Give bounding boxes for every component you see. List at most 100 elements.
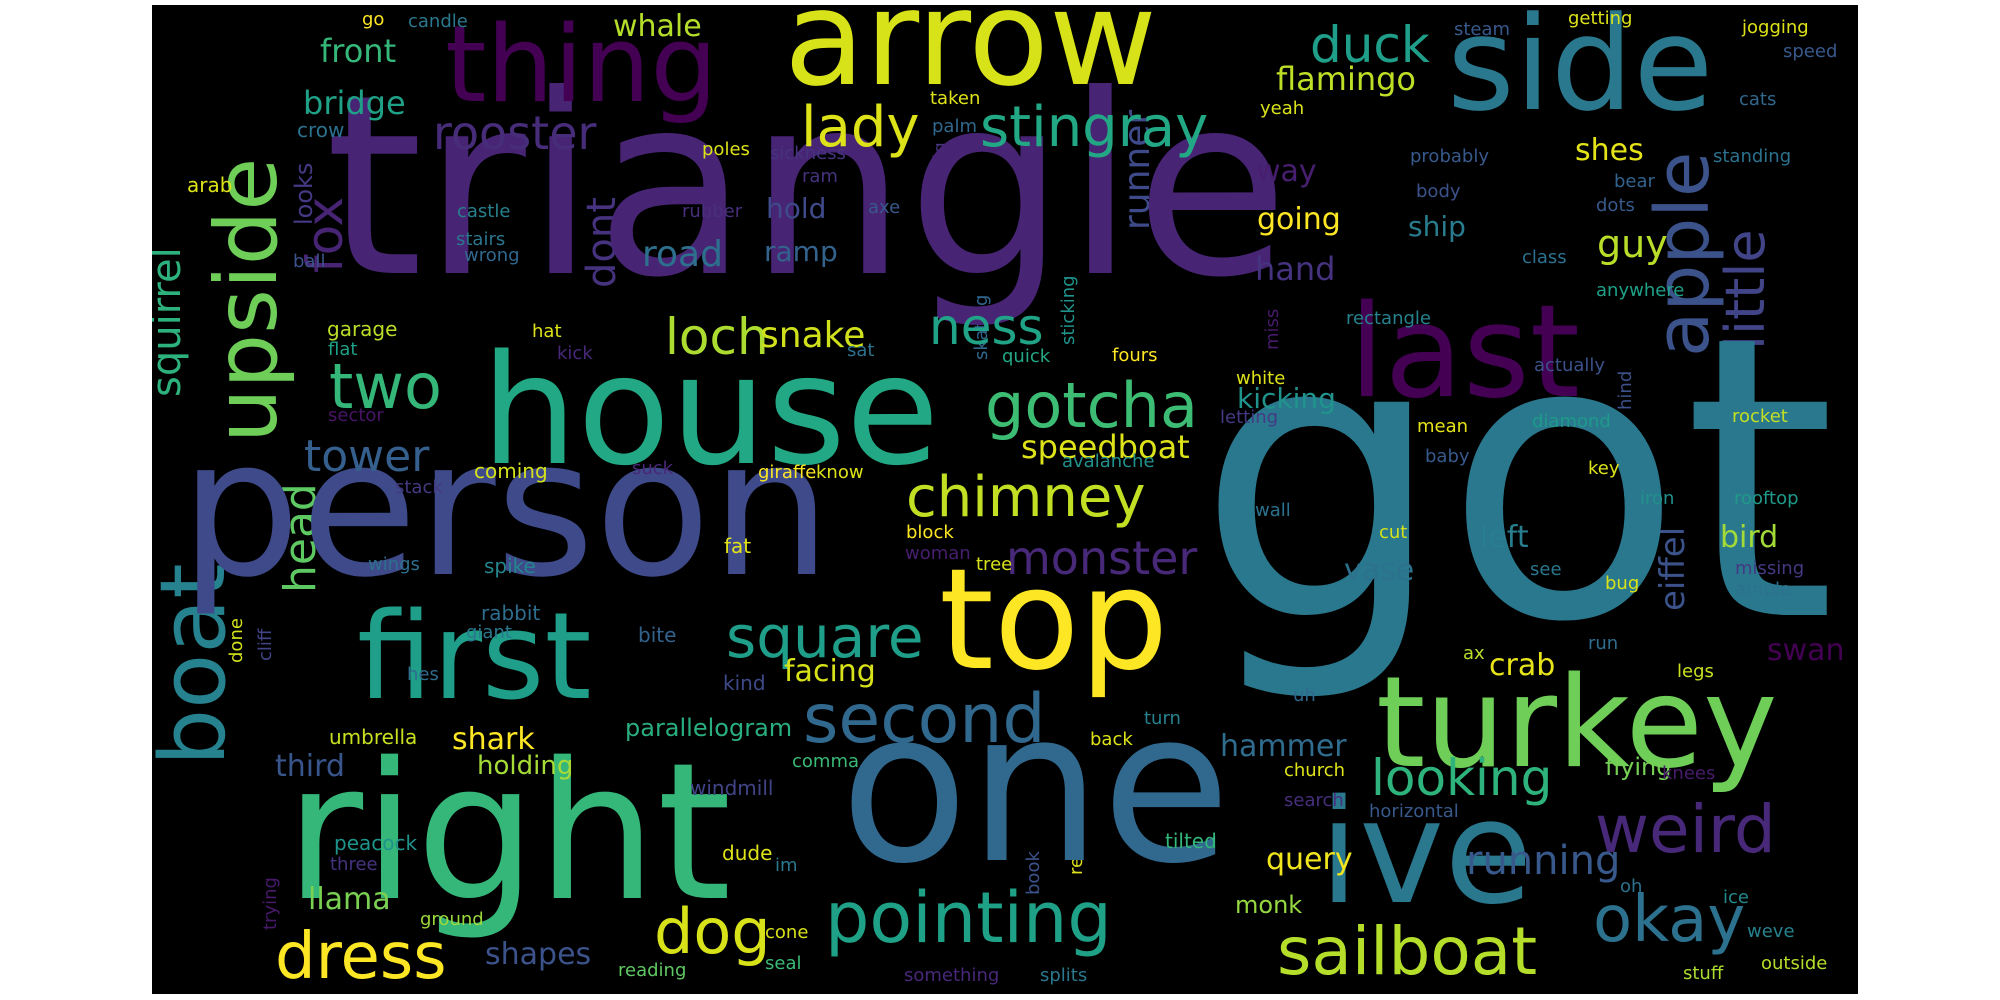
word-loch: loch [665, 308, 769, 366]
word-diamond: diamond [1532, 411, 1611, 432]
word-avalanche: avalanche [1062, 451, 1155, 472]
word-kind: kind [723, 671, 766, 695]
word-monk: monk [1235, 891, 1303, 919]
word-done: done [226, 618, 247, 663]
word-standing: standing [1713, 146, 1792, 167]
word-something: something [904, 965, 1000, 986]
word-axe: axe [868, 197, 901, 218]
word-suck: suck [632, 458, 674, 479]
word-cliff: cliff [255, 628, 276, 661]
word-first: first [357, 588, 592, 727]
word-right: right [285, 722, 732, 943]
word-dog: dog [654, 895, 771, 968]
word-cone: cone [765, 922, 809, 943]
word-rabbit: rabbit [481, 601, 541, 625]
word-getting: getting [1568, 8, 1633, 29]
word-facing: facing [784, 654, 876, 689]
word-seal: seal [765, 953, 802, 974]
word-taken: taken [930, 88, 981, 109]
word-gotcha: gotcha [985, 369, 1198, 442]
word-reading: reading [618, 960, 687, 981]
word-bird: bird [1720, 520, 1779, 555]
word-swan: swan [1767, 633, 1845, 668]
word-white: white [1236, 368, 1286, 389]
word-two: two [329, 350, 442, 423]
word-cloud: upside boat squirrel fox head looks dont… [152, 5, 1858, 994]
word-fat: fat [724, 534, 752, 558]
word-going: going [1257, 202, 1341, 237]
word-stairs: stairs [456, 229, 506, 250]
word-palm: palm [932, 116, 977, 137]
word-house: house [481, 322, 940, 499]
word-side: side [1447, 5, 1714, 140]
word-giant: giant [466, 622, 512, 643]
word-left: left [1480, 520, 1529, 555]
word-shark: shark [452, 722, 535, 757]
word-see: see [1530, 559, 1562, 580]
word-dude: dude [722, 841, 773, 865]
word-anywhere: anywhere [1596, 280, 1685, 301]
word-bridge: bridge [303, 84, 406, 122]
word-whale: whale [613, 9, 702, 44]
word-okay: okay [1593, 883, 1746, 957]
word-stingray: stingray [980, 95, 1209, 160]
word-comma: comma [792, 751, 860, 772]
word-wrong: wrong [464, 245, 520, 266]
word-ground: ground [420, 909, 484, 930]
word-ball: ball [293, 251, 326, 272]
word-hold: hold [766, 192, 827, 225]
word-hat: hat [532, 321, 562, 342]
word-key: key [1588, 458, 1620, 479]
word-ramp: ramp [764, 235, 838, 268]
word-search: search [1284, 790, 1344, 811]
word-windmill: windmill [690, 776, 774, 800]
word-legs: legs [1677, 661, 1714, 682]
word-sickness: sickness [770, 143, 846, 164]
word-crab: crab [1489, 648, 1556, 683]
word-splits: splits [1040, 965, 1088, 986]
word-spike: spike [484, 554, 536, 578]
word-garage: garage [327, 317, 398, 341]
word-tower: tower [304, 431, 430, 482]
word-kick: kick [557, 343, 593, 364]
word-turn: turn [1144, 708, 1181, 729]
word-ample: ample [1735, 579, 1792, 600]
word-castle: castle [457, 201, 511, 222]
word-back: back [1090, 729, 1133, 750]
word-crow: crow [297, 118, 345, 142]
word-oh: oh [1620, 876, 1643, 897]
word-one: one [840, 665, 1231, 910]
word-top: top [939, 539, 1169, 702]
word-ive: ive [1319, 768, 1533, 936]
word-umbrella: umbrella [329, 725, 418, 749]
word-stuff: stuff [1683, 963, 1724, 984]
word-snake: snake [760, 315, 866, 356]
word-bear: bear [1614, 171, 1655, 192]
word-sailboat: sailboat [1277, 913, 1538, 990]
word-know: know [816, 462, 864, 483]
word-lady: lady [801, 95, 920, 160]
word-letting: letting [1220, 407, 1279, 428]
word-bite: bite [638, 623, 677, 647]
word-cut: cut [1379, 522, 1408, 543]
word-candle: candle [408, 11, 468, 32]
word-llama: llama [308, 882, 391, 917]
word-run: run [1588, 633, 1619, 654]
word-bug: bug [1605, 573, 1640, 594]
word-three: three [330, 854, 378, 875]
word-baby: baby [1425, 446, 1470, 467]
word-speedboat: speedboat [1021, 428, 1190, 466]
word-cats: cats [1739, 89, 1777, 110]
word-chimney: chimney [906, 465, 1146, 530]
word-wall: wall [1255, 500, 1291, 521]
word-block: block [906, 522, 954, 543]
word-peacock: peacock [334, 831, 418, 855]
word-kicking: kicking [1237, 382, 1336, 415]
word-tilted: tilted [1165, 829, 1217, 853]
word-hand: hand [1255, 250, 1336, 288]
word-poles: poles [702, 139, 750, 160]
word-sat: sat [847, 340, 875, 361]
word-triangle: triangle [325, 41, 1289, 332]
word-sector: sector [328, 405, 384, 426]
word-got: got [1197, 253, 1837, 707]
